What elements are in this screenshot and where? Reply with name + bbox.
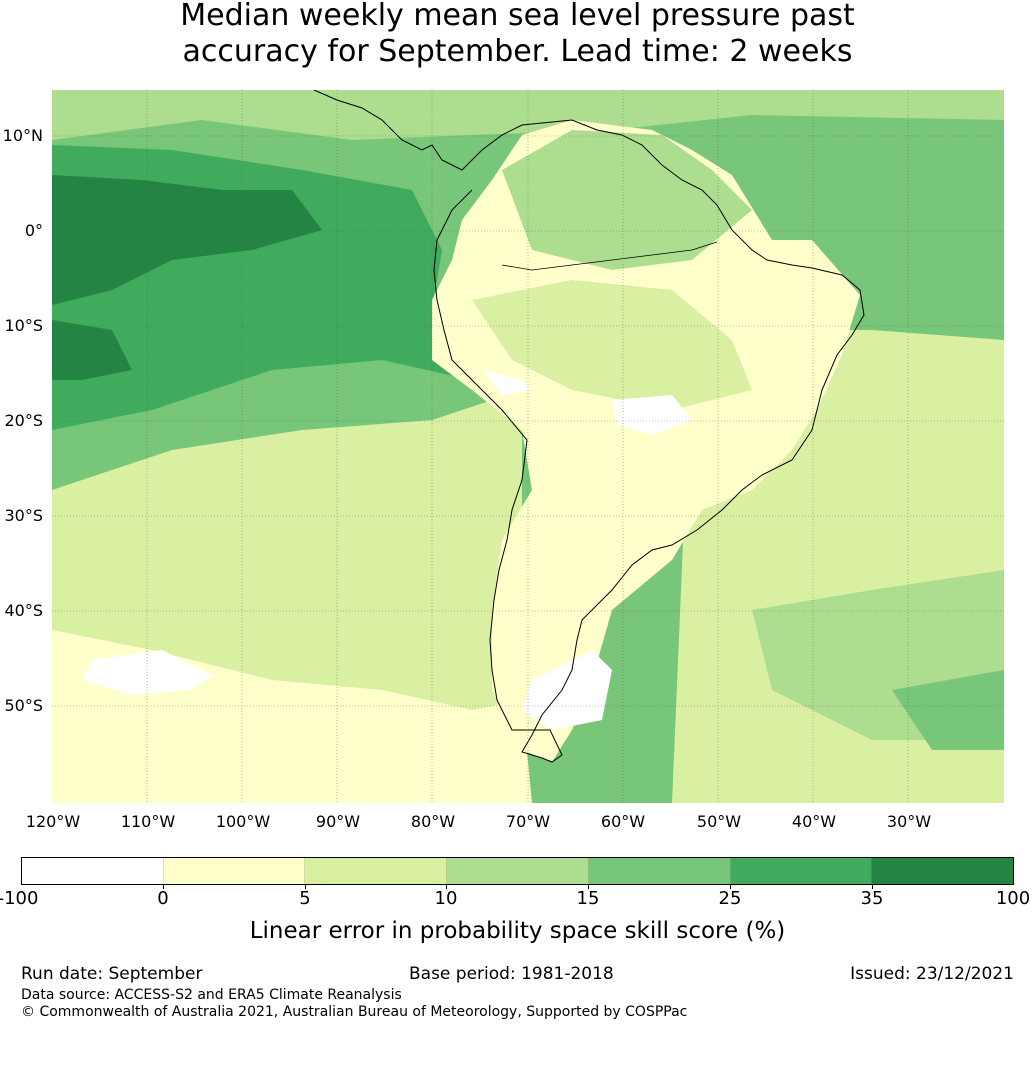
skill-region-central-white	[612, 395, 692, 435]
lon-label-110w: 110°W	[120, 812, 176, 831]
colorbar-swatch	[872, 858, 1014, 884]
colorbar-swatch	[447, 858, 589, 884]
lat-label-0: 0°	[24, 221, 43, 240]
lon-label-70w: 70°W	[505, 812, 551, 831]
skill-region-eastern-pacific-max	[52, 320, 132, 380]
title-line-1: Median weekly mean sea level pressure pa…	[180, 0, 855, 33]
skill-region-continent-north-15	[502, 130, 752, 270]
colorbar-tickmark	[588, 884, 589, 889]
colorbar-tick-label: 15	[576, 888, 600, 909]
skill-region-south-atlantic-25	[892, 670, 1004, 750]
colorbar-tick-label: -100	[0, 888, 39, 909]
lon-label-50w: 50°W	[696, 812, 742, 831]
colorbar-tickmark	[446, 884, 447, 889]
coastline	[313, 90, 865, 763]
longitude-gridlines	[146, 90, 909, 803]
lat-label-30s: 30°S	[4, 506, 43, 525]
skill-region-equatorial-pacific-max	[52, 175, 322, 305]
data-source: Data source: ACCESS-S2 and ERA5 Climate …	[21, 987, 402, 1003]
copyright: © Commonwealth of Australia 2021, Austra…	[21, 1004, 688, 1020]
lon-label-90w: 90°W	[315, 812, 361, 831]
colorbar-tick-label: 0	[157, 888, 169, 909]
lon-label-40w: 40°W	[791, 812, 837, 831]
colorbar-tickmark	[163, 884, 164, 889]
colorbar-swatch	[22, 858, 164, 884]
run-date: Run date: September	[21, 964, 203, 984]
skill-region-continent-central-10	[472, 280, 752, 410]
lon-label-60w: 60°W	[600, 812, 646, 831]
lon-label-120w: 120°W	[25, 812, 81, 831]
colorbar-tickmark	[730, 884, 731, 889]
colorbar-tick-label: 25	[718, 888, 742, 909]
skill-region-andes-white	[482, 370, 532, 395]
colorbar-label: Linear error in probability space skill …	[249, 918, 786, 944]
title-line-2: accuracy for September. Lead time: 2 wee…	[182, 34, 853, 69]
colorbar-tickmark	[872, 884, 873, 889]
colorbar-tickmark	[305, 884, 306, 889]
lat-label-20s: 20°S	[4, 411, 43, 430]
colorbar-swatch	[163, 858, 306, 884]
colorbar-swatch	[588, 858, 731, 884]
colorbar-swatch	[730, 858, 873, 884]
colorbar-tick-label: 5	[299, 888, 311, 909]
lon-label-80w: 80°W	[410, 812, 456, 831]
skill-score-map	[52, 90, 1004, 803]
lat-label-50s: 50°S	[4, 696, 43, 715]
colorbar-tick-label: 10	[434, 888, 458, 909]
colorbar	[21, 857, 1014, 885]
issued-date: Issued: 23/12/2021	[850, 964, 1014, 984]
amazon-river	[501, 241, 718, 271]
lon-label-30w: 30°W	[886, 812, 932, 831]
colorbar-tick-label: 100	[995, 888, 1031, 909]
lat-label-40s: 40°S	[4, 601, 43, 620]
colorbar-swatch	[305, 858, 448, 884]
colorbar-tick-label: 35	[860, 888, 884, 909]
lat-label-10n: 10°N	[2, 126, 43, 145]
skill-region-patagonia-white	[522, 650, 612, 730]
skill-region-continent	[432, 120, 860, 762]
lon-label-100w: 100°W	[215, 812, 271, 831]
base-period: Base period: 1981-2018	[409, 964, 614, 984]
lat-label-10s: 10°S	[4, 316, 43, 335]
